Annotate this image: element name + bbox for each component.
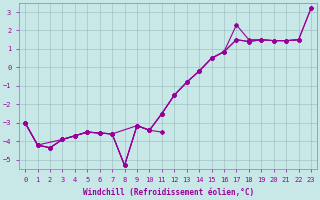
X-axis label: Windchill (Refroidissement éolien,°C): Windchill (Refroidissement éolien,°C) [83, 188, 254, 197]
